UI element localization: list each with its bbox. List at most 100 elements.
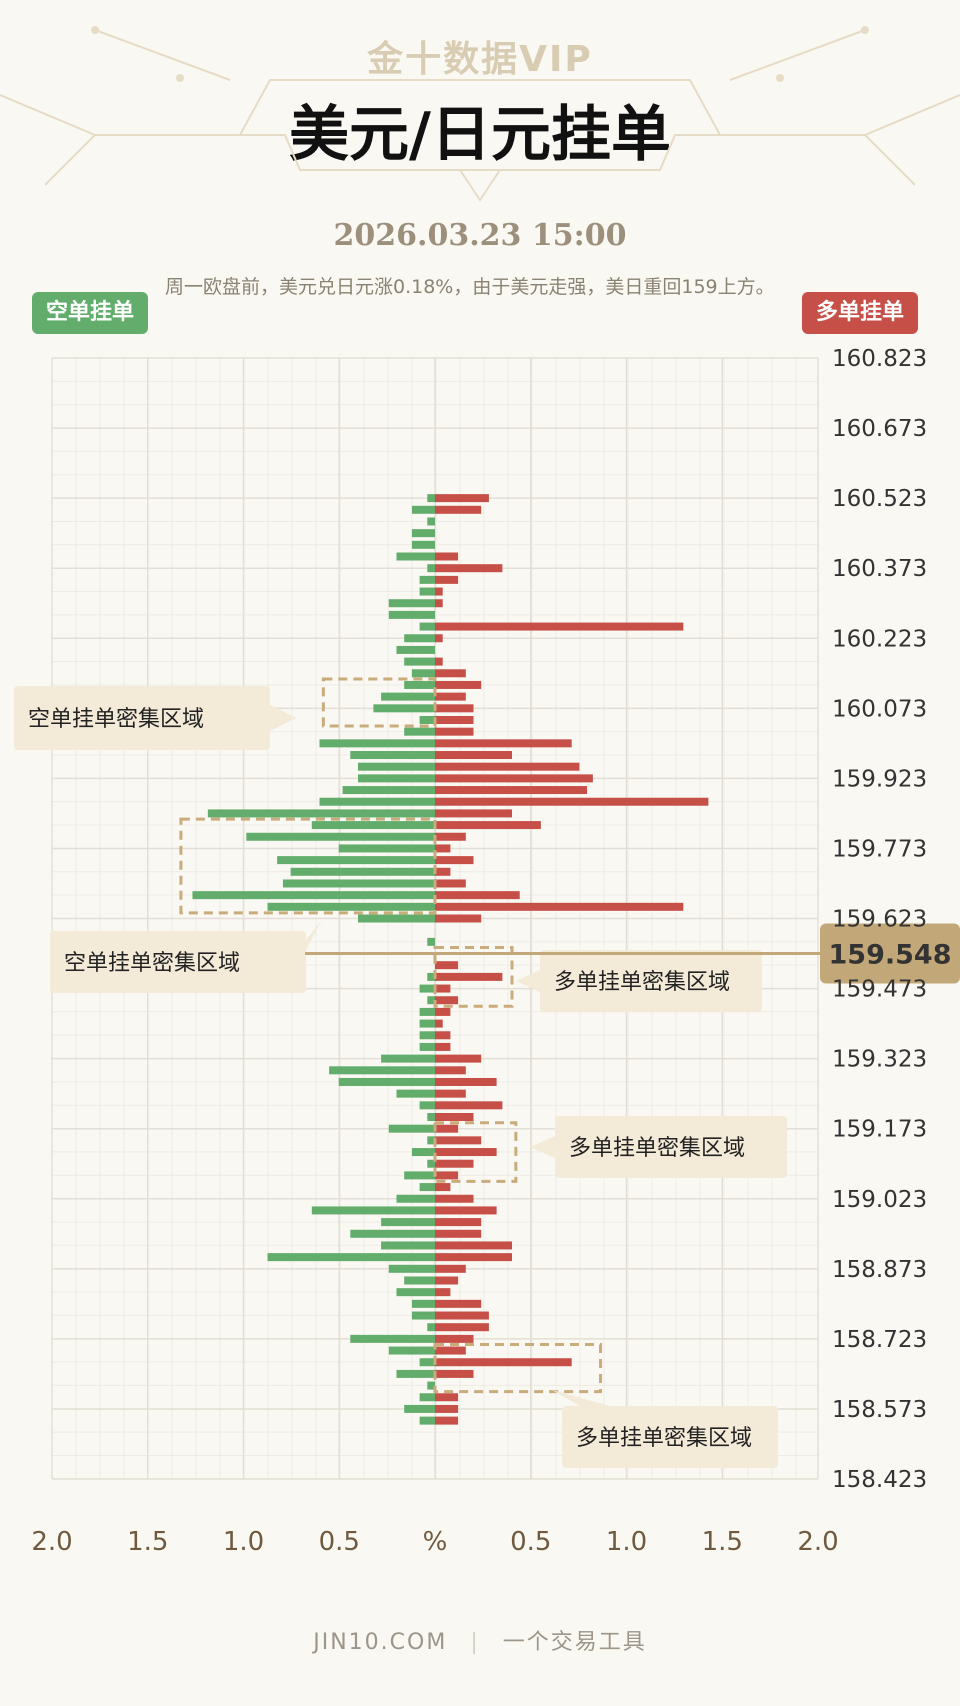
long-bar	[435, 1369, 474, 1378]
short-bar	[411, 540, 435, 549]
decor-line-3	[0, 94, 97, 186]
short-bar	[267, 1253, 435, 1262]
short-bar	[282, 879, 435, 888]
x-tick-label: 1.0	[223, 1527, 264, 1557]
percent-axis: 2.0 1.5 1.0 0.5% 0.5 1.0 1.5 2.0	[31, 1527, 838, 1557]
long-bar	[435, 1007, 451, 1016]
short-bar	[358, 774, 435, 783]
long-zone-callout-2-label: 多单挂单密集区域	[569, 1136, 745, 1161]
long-bar	[435, 1276, 459, 1285]
short-bar	[404, 1276, 435, 1285]
short-bar	[246, 832, 435, 841]
price-axis: 160.823 160.673 160.523 160.373 160.223 160.0…	[832, 346, 927, 1493]
short-bar	[419, 1031, 435, 1040]
short-bar	[411, 1311, 435, 1320]
long-bar	[435, 1229, 482, 1238]
long-bar	[435, 1206, 497, 1215]
long-bar	[435, 1054, 482, 1063]
long-bar	[435, 622, 684, 631]
short-bar	[207, 809, 435, 818]
long-bar	[435, 762, 580, 771]
long-bar	[435, 1194, 474, 1203]
short-bar	[427, 1159, 435, 1168]
short-bar	[338, 1077, 435, 1086]
short-bar	[419, 1042, 435, 1051]
y-tick-label: 160.373	[832, 556, 927, 582]
header-decoration	[0, 26, 960, 202]
short-bar	[427, 1136, 435, 1145]
y-tick-label: 159.323	[832, 1047, 927, 1073]
x-tick-label: %	[423, 1527, 448, 1557]
current-price-badge	[820, 923, 960, 984]
short-bar	[311, 1206, 435, 1215]
brand-logo: 金十数据VIP	[367, 39, 593, 80]
footer-divider: |	[470, 1630, 480, 1655]
long-bar	[435, 786, 588, 795]
long-zone-callout-1-pointer	[516, 970, 540, 992]
short-bar	[419, 1183, 435, 1192]
long-zone-callout-1-box	[540, 950, 762, 1012]
long-bar	[435, 961, 459, 970]
y-tick-label: 160.823	[832, 346, 927, 372]
long-bar	[435, 1066, 466, 1075]
short-zone-callout-1: 空单挂单密集区域	[14, 686, 296, 750]
zone-box-1	[321, 677, 437, 728]
decor-dot-3	[776, 74, 784, 82]
long-bar	[435, 1264, 466, 1273]
long-bar	[435, 599, 443, 608]
short-bar	[388, 1264, 435, 1273]
short-bar	[396, 1369, 435, 1378]
footer-site: JIN10.COM	[313, 1630, 448, 1655]
long-zone-callout-2-box	[555, 1116, 787, 1178]
short-bar	[419, 1007, 435, 1016]
long-bar	[435, 1136, 482, 1145]
short-bar	[358, 914, 435, 923]
long-bar	[435, 751, 512, 760]
y-tick-label: 158.873	[832, 1257, 927, 1283]
long-zone-callout-2: 多单挂单密集区域	[530, 1116, 787, 1178]
short-zone-callout-1-pointer	[270, 705, 296, 731]
short-bar	[396, 645, 435, 654]
short-bar	[358, 762, 435, 771]
short-bar	[381, 1241, 435, 1250]
short-bar	[427, 996, 435, 1005]
long-bar	[435, 902, 684, 911]
short-bar	[427, 1113, 435, 1122]
y-tick-label: 159.473	[832, 977, 927, 1003]
long-bar	[435, 867, 451, 876]
long-zone-callout-2-pointer	[530, 1136, 555, 1158]
long-bar	[435, 797, 709, 806]
y-tick-label: 159.773	[832, 836, 927, 862]
long-bar	[435, 1113, 474, 1122]
long-zone-callout-3: 多单挂单密集区域	[552, 1390, 778, 1468]
long-bar	[435, 844, 451, 853]
long-bar	[435, 564, 503, 573]
y-tick-label: 160.073	[832, 696, 927, 722]
summary-text: 周一欧盘前，美元兑日元涨0.18%，由于美元走强，美日重回159上方。	[165, 276, 775, 298]
short-bar	[427, 494, 435, 503]
long-bar	[435, 1393, 459, 1402]
short-zone-callout-2-label: 空单挂单密集区域	[64, 951, 240, 976]
short-bar	[419, 1416, 435, 1425]
short-zone-callout-1-box	[14, 686, 270, 750]
long-bar	[435, 1334, 474, 1343]
short-bar	[350, 1229, 435, 1238]
short-bar	[419, 715, 435, 724]
long-bar	[435, 832, 466, 841]
short-bar	[404, 727, 435, 736]
x-tick-label: 0.5	[510, 1527, 551, 1557]
long-bar	[435, 739, 572, 748]
long-bar	[435, 505, 482, 514]
long-bar	[435, 1183, 451, 1192]
short-bar	[388, 1124, 435, 1133]
short-zone-callout-2-box	[50, 931, 306, 993]
zone-box-2	[179, 817, 437, 915]
decor-dot-2	[861, 26, 869, 34]
y-tick-label: 158.723	[832, 1327, 927, 1353]
y-tick-label: 158.573	[832, 1397, 927, 1423]
decor-line-2	[459, 169, 501, 202]
footer-slogan: 一个交易工具	[502, 1630, 647, 1655]
long-bar	[435, 1358, 572, 1367]
short-bar	[427, 564, 435, 573]
